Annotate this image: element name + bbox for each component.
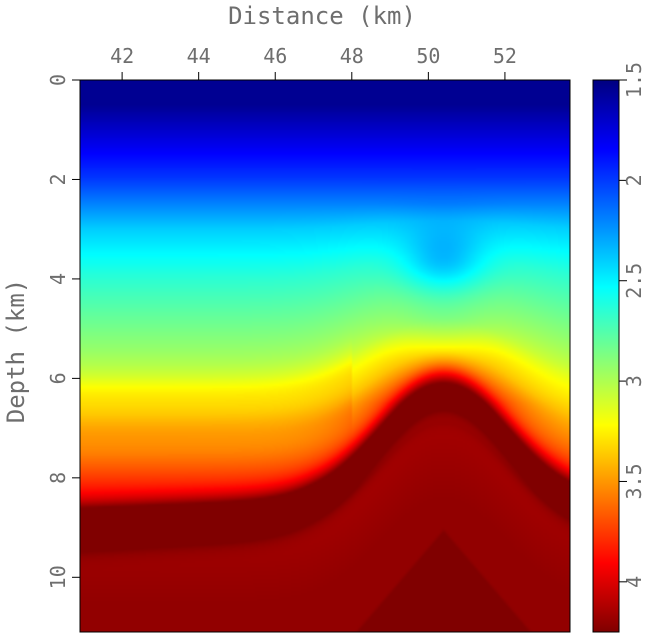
- colorbar-tick-label: 1.5: [622, 62, 646, 98]
- x-tick-label: 46: [263, 44, 287, 68]
- colorbar-tick-label: 2.5: [622, 263, 646, 299]
- colorbar-tick-label: 3: [622, 375, 646, 387]
- colorbar-tick-label: 2: [622, 174, 646, 186]
- y-tick-label: 0: [46, 74, 70, 86]
- y-tick-label: 2: [46, 173, 70, 185]
- y-tick-label: 4: [46, 273, 70, 285]
- x-tick-label: 48: [340, 44, 364, 68]
- colorbar-ticks: 1.5 2 2.5 3 3.5 4: [619, 62, 646, 588]
- colorbar-tick-label: 4: [622, 576, 646, 588]
- colorbar: 1.5 2 2.5 3 3.5 4: [592, 62, 646, 633]
- y-tick-label: 8: [46, 472, 70, 484]
- velocity-heatmap-image: [80, 80, 570, 632]
- y-tick-label: 6: [46, 372, 70, 384]
- colorbar-tick-label: 3.5: [622, 463, 646, 499]
- y-axis-ticks: 0 2 4 6 8 10: [46, 74, 80, 589]
- colorbar-scale: [592, 79, 620, 633]
- plot-frame: [79, 79, 571, 633]
- x-tick-label: 44: [187, 44, 211, 68]
- plot-area: [79, 79, 571, 633]
- y-axis-title: Depth (km): [2, 279, 30, 424]
- x-tick-label: 52: [493, 44, 517, 68]
- y-tick-label: 10: [46, 565, 70, 589]
- x-tick-label: 42: [110, 44, 134, 68]
- x-axis-ticks: 42 44 46 48 50 52: [110, 44, 517, 80]
- x-tick-label: 50: [416, 44, 440, 68]
- x-axis-title: Distance (km): [228, 2, 416, 30]
